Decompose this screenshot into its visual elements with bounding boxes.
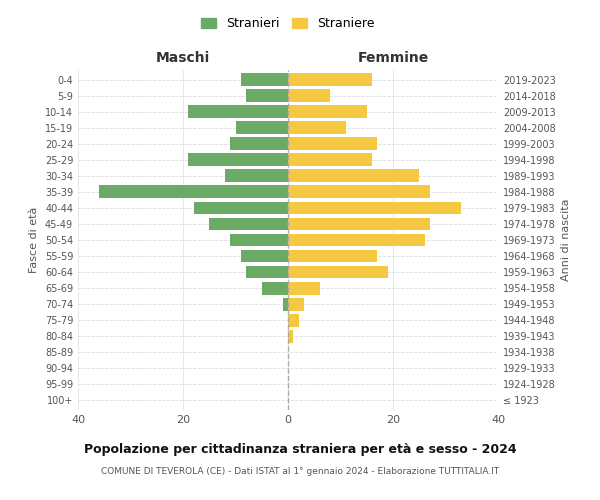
Bar: [225, 170, 288, 182]
Bar: [288, 250, 377, 262]
Y-axis label: Fasce di età: Fasce di età: [29, 207, 39, 273]
Bar: [209, 218, 288, 230]
Legend: Stranieri, Straniere: Stranieri, Straniere: [196, 12, 380, 35]
Bar: [288, 234, 425, 246]
Bar: [288, 122, 346, 134]
Bar: [288, 89, 330, 102]
Text: COMUNE DI TEVEROLA (CE) - Dati ISTAT al 1° gennaio 2024 - Elaborazione TUTTITALI: COMUNE DI TEVEROLA (CE) - Dati ISTAT al …: [101, 468, 499, 476]
Text: Popolazione per cittadinanza straniera per età e sesso - 2024: Popolazione per cittadinanza straniera p…: [83, 442, 517, 456]
Bar: [288, 298, 304, 310]
Bar: [246, 89, 288, 102]
Bar: [230, 234, 288, 246]
Bar: [288, 314, 299, 326]
Bar: [230, 138, 288, 150]
Bar: [288, 106, 367, 118]
Bar: [288, 138, 377, 150]
Bar: [246, 266, 288, 278]
Bar: [188, 154, 288, 166]
Bar: [283, 298, 288, 310]
Text: Femmine: Femmine: [358, 51, 428, 65]
Bar: [241, 73, 288, 86]
Bar: [288, 154, 372, 166]
Bar: [99, 186, 288, 198]
Bar: [235, 122, 288, 134]
Bar: [288, 186, 430, 198]
Text: Maschi: Maschi: [156, 51, 210, 65]
Bar: [288, 266, 388, 278]
Bar: [288, 202, 461, 214]
Bar: [241, 250, 288, 262]
Bar: [288, 282, 320, 294]
Bar: [288, 73, 372, 86]
Bar: [288, 170, 419, 182]
Y-axis label: Anni di nascita: Anni di nascita: [561, 198, 571, 281]
Bar: [262, 282, 288, 294]
Bar: [288, 218, 430, 230]
Bar: [193, 202, 288, 214]
Bar: [288, 330, 293, 342]
Bar: [188, 106, 288, 118]
